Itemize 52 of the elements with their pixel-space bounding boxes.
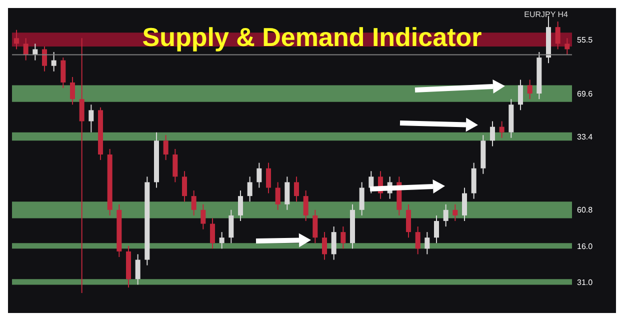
candlestick bbox=[70, 76, 75, 106]
band-label: 55.5 bbox=[577, 35, 594, 44]
candlestick bbox=[294, 176, 299, 202]
candlestick bbox=[200, 204, 206, 230]
candlestick bbox=[284, 176, 290, 210]
candlestick bbox=[88, 104, 94, 133]
candlestick bbox=[434, 214, 439, 244]
candlestick bbox=[210, 218, 215, 250]
candlestick bbox=[555, 21, 560, 50]
candlestick bbox=[42, 46, 47, 72]
candlestick bbox=[564, 38, 570, 56]
band-label: 33.4 bbox=[577, 132, 594, 142]
candlestick bbox=[191, 190, 196, 216]
candlestick bbox=[331, 226, 336, 260]
candlestick bbox=[23, 38, 28, 61]
candlestick bbox=[518, 79, 523, 111]
candlestick bbox=[51, 52, 56, 72]
candlestick bbox=[182, 170, 187, 202]
candlestick bbox=[499, 120, 504, 138]
band-label: 16.0 bbox=[577, 242, 594, 251]
candlestick bbox=[443, 204, 448, 228]
candlestick bbox=[14, 29, 19, 50]
band-label: 69.6 bbox=[577, 89, 594, 98]
candlestick bbox=[79, 38, 84, 293]
candlestick bbox=[32, 43, 38, 61]
candlestick bbox=[406, 204, 411, 238]
candlestick bbox=[266, 162, 271, 194]
candlestick bbox=[135, 254, 140, 286]
band-label: 60.8 bbox=[577, 206, 594, 215]
annotation: EURJPY H4 bbox=[524, 10, 568, 19]
candlestick bbox=[527, 79, 532, 100]
candlestick bbox=[452, 204, 458, 222]
candlestick bbox=[490, 120, 495, 147]
chart-title: Supply & Demand Indicator bbox=[142, 22, 482, 52]
candlestick bbox=[462, 187, 467, 222]
candlestick bbox=[172, 148, 178, 183]
candlestick bbox=[163, 134, 168, 161]
candlestick bbox=[359, 182, 364, 216]
candlestick bbox=[322, 232, 327, 260]
candlestick bbox=[228, 209, 234, 244]
candlestick bbox=[256, 162, 262, 188]
band-label: 31.0 bbox=[577, 278, 594, 287]
candlestick bbox=[340, 226, 346, 250]
candlestick bbox=[312, 209, 318, 244]
candlestick bbox=[303, 190, 308, 222]
candlestick bbox=[415, 226, 420, 255]
candlestick bbox=[275, 182, 280, 210]
candlestick bbox=[219, 232, 224, 250]
candlestick bbox=[60, 57, 66, 89]
candlestick bbox=[424, 232, 430, 255]
candlestick bbox=[247, 176, 252, 202]
candlestick bbox=[238, 190, 243, 222]
